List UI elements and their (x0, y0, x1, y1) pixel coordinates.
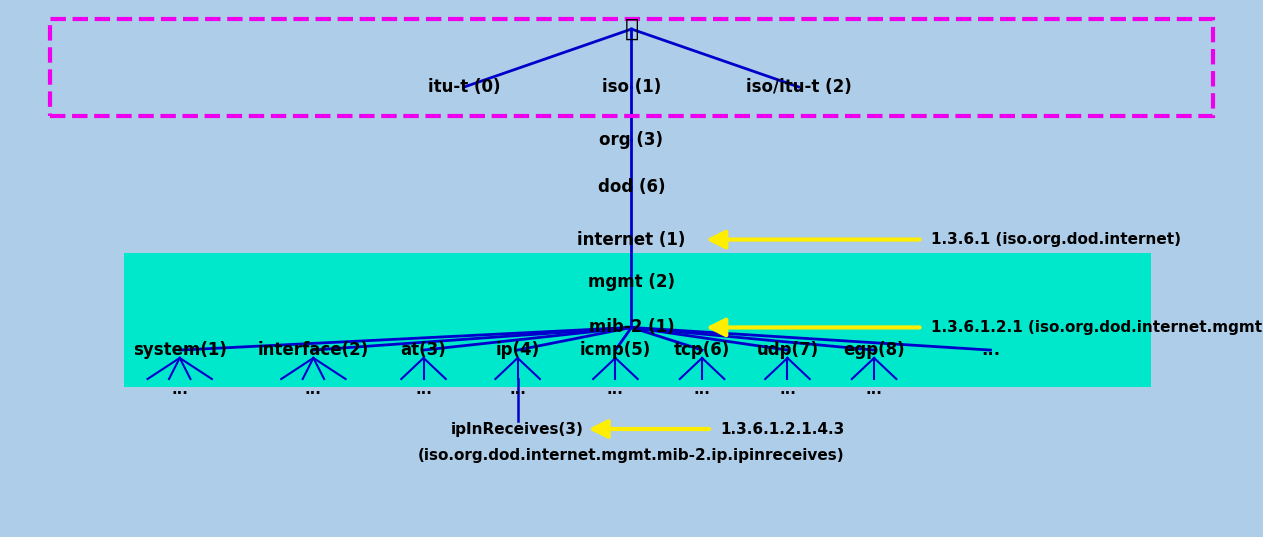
Text: 1.3.6.1.2.1 (iso.org.dod.internet.mgmt.mib-2): 1.3.6.1.2.1 (iso.org.dod.internet.mgmt.m… (931, 320, 1263, 335)
Text: 1.3.6.1 (iso.org.dod.internet): 1.3.6.1 (iso.org.dod.internet) (931, 232, 1181, 247)
Text: ...: ... (509, 382, 527, 397)
Text: tcp(6): tcp(6) (674, 341, 730, 359)
Text: ...: ... (693, 382, 711, 397)
Text: internet (1): internet (1) (577, 230, 686, 249)
Text: interface(2): interface(2) (258, 341, 369, 359)
Text: ...: ... (416, 382, 432, 397)
Text: ...: ... (981, 341, 1000, 359)
Text: system(1): system(1) (133, 341, 226, 359)
Text: dod (6): dod (6) (597, 178, 666, 196)
Text: ...: ... (865, 382, 883, 397)
Text: udp(7): udp(7) (757, 341, 818, 359)
Text: itu-t (0): itu-t (0) (428, 78, 500, 96)
Bar (124, 253, 1152, 387)
Text: ipInReceives(3): ipInReceives(3) (451, 422, 584, 437)
Text: mib-2 (1): mib-2 (1) (589, 318, 674, 337)
Text: ...: ... (779, 382, 796, 397)
Text: (iso.org.dod.internet.mgmt.mib-2.ip.ipinreceives): (iso.org.dod.internet.mgmt.mib-2.ip.ipin… (418, 448, 845, 463)
Text: ...: ... (608, 382, 624, 397)
Text: org (3): org (3) (600, 130, 663, 149)
Bar (49, 18, 1214, 116)
Text: ...: ... (304, 382, 322, 397)
Text: at(3): at(3) (400, 341, 446, 359)
Text: ip(4): ip(4) (495, 341, 539, 359)
Text: mgmt (2): mgmt (2) (589, 273, 674, 291)
Text: 根: 根 (624, 17, 639, 41)
Text: iso/itu-t (2): iso/itu-t (2) (745, 78, 851, 96)
Text: iso (1): iso (1) (602, 78, 661, 96)
Text: egp(8): egp(8) (844, 341, 904, 359)
Text: icmp(5): icmp(5) (580, 341, 650, 359)
Text: 1.3.6.1.2.1.4.3: 1.3.6.1.2.1.4.3 (721, 422, 845, 437)
Text: ...: ... (172, 382, 188, 397)
